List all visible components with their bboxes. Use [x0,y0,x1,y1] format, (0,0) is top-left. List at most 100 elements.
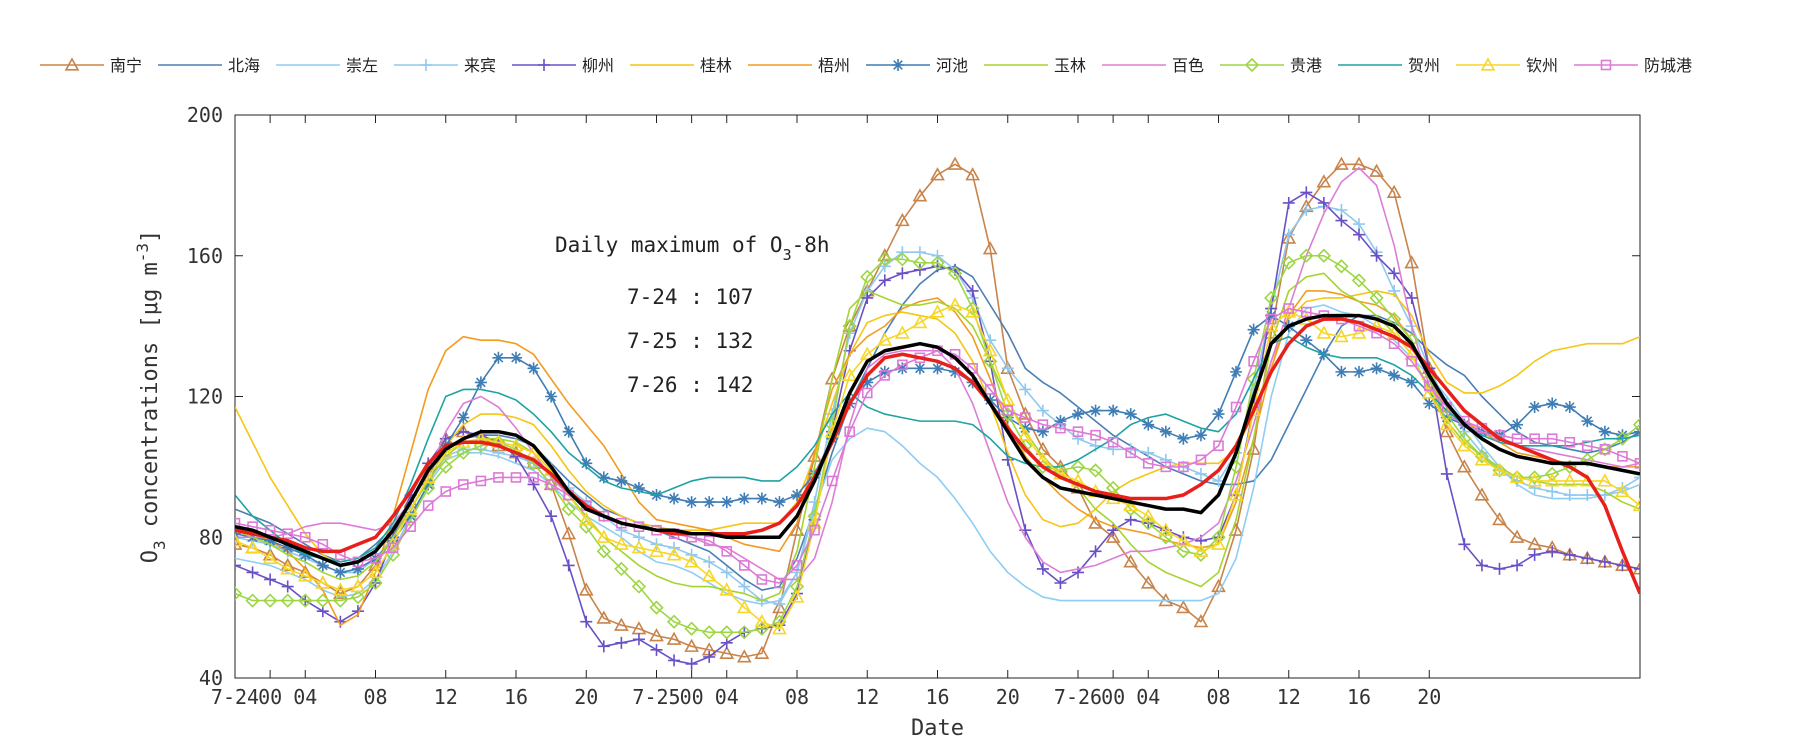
legend-item-钦州: 钦州 [1456,56,1558,75]
data-point [649,600,664,615]
data-point [1474,449,1490,464]
data-point [1581,552,1594,565]
data-point [773,598,786,611]
data-point [1370,362,1383,375]
data-point [615,474,628,487]
legend-marker [1480,57,1496,71]
series-贺州 [235,335,1640,563]
data-point [580,615,593,628]
data-point [965,167,980,181]
data-point [738,580,751,593]
x-tick-label: 00 [1101,685,1125,709]
data-point [333,593,348,608]
data-point [842,318,857,334]
y-tick-label: 40 [199,666,223,690]
data-point [1123,497,1139,512]
data-point [826,475,838,487]
data-point [1283,303,1295,314]
data-point [350,578,366,593]
data-point [791,489,803,502]
legend-item-贵港: 贵港 [1220,56,1322,75]
data-point [245,593,260,608]
data-point [1581,415,1594,428]
data-point [755,492,768,505]
data-point [1386,184,1402,199]
legend-label: 北海 [228,56,260,75]
data-point [772,621,787,635]
data-point [1634,458,1640,469]
data-point [842,367,858,381]
x-tick-label: 16 [1347,685,1371,709]
data-point [896,362,909,375]
x-tick-label: 08 [785,685,809,709]
data-point [1546,433,1558,445]
series-河池 [235,309,1640,579]
data-point [809,524,820,536]
legend-label: 贵港 [1290,56,1322,75]
data-point [1546,485,1559,498]
data-point [351,562,364,575]
data-point [1404,346,1420,360]
data-point [1528,401,1541,414]
data-point [1370,249,1383,262]
data-point [666,547,682,561]
data-point [235,533,243,547]
data-point [739,560,750,571]
data-point [878,365,891,378]
legend-item-防城港: 防城港 [1574,56,1692,75]
x-axis-title: Date [911,716,964,741]
data-point [1037,419,1049,430]
x-tick-label: 04 [1136,685,1160,709]
data-point [1632,497,1640,512]
legend-label: 崇左 [346,56,378,75]
data-point [649,628,664,642]
data-point [703,496,716,509]
data-point [596,529,612,543]
data-point [701,568,717,582]
data-point [456,445,471,460]
data-point [562,559,575,572]
data-point [1369,290,1384,306]
series-line [235,335,1640,563]
series-mean-15 [235,313,1640,568]
data-point [262,593,278,608]
data-point [1212,408,1225,421]
x-tick-label: 04 [715,685,739,709]
x-tick-label: 00 [680,685,704,709]
series-line [235,163,1640,658]
data-point [1353,228,1365,241]
data-point [736,599,752,614]
x-tick-label: 7-24 [211,685,259,709]
data-point [1511,418,1524,431]
data-point [545,510,558,523]
data-point [912,255,928,270]
data-point [756,574,768,585]
data-point [1353,218,1365,231]
y-tick-label: 80 [199,525,223,549]
data-point [949,365,962,378]
data-point [772,599,787,614]
data-point [1158,522,1174,536]
data-point [246,566,259,579]
plot-frame [234,114,1641,679]
data-point [930,304,945,318]
data-point [737,625,752,640]
data-point [1421,385,1437,399]
data-point [299,531,311,543]
data-point [1617,451,1628,462]
legend-label: 防城港 [1644,56,1692,75]
data-point [1351,156,1367,170]
data-point [1140,508,1156,522]
data-point [1474,487,1490,501]
legend-item-柳州: 柳州 [512,56,614,75]
data-point [1159,453,1172,466]
data-point [774,577,785,589]
data-point [1316,174,1332,188]
data-point [475,475,487,487]
data-point [1493,562,1506,575]
data-point [702,625,717,640]
data-point [510,351,522,364]
data-point [1388,369,1401,382]
data-point [264,534,277,547]
data-point [1439,424,1455,438]
